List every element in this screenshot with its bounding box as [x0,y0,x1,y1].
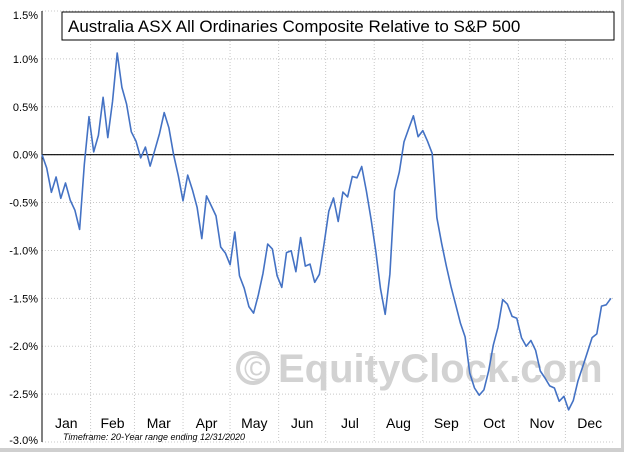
x-tick-label: Feb [100,415,124,431]
chart-title: Australia ASX All Ordinaries Composite R… [68,17,520,36]
watermark-copyright-symbol: © [244,350,269,388]
series-group [41,52,612,411]
x-tick-label: Jun [291,415,314,431]
y-tick-label: -2.5% [9,389,38,401]
x-tick-label: Sep [434,415,459,431]
x-tick-label: Nov [529,415,554,431]
watermark: © EquityClock.com [236,347,603,391]
y-tick-label: 0.0% [13,150,38,162]
y-tick-label: -2.0% [9,341,38,353]
y-tick-label: -0.5% [9,198,38,210]
chart-axes [41,11,614,442]
timeframe-note: Timeframe: 20-Year range ending 12/31/20… [63,432,245,442]
y-tick-labels: 1.5% 1.0% 0.5% 0.0% -0.5% -1.0% -1.5% -2.0% -2.5… [9,10,38,447]
x-tick-label: Dec [577,415,602,431]
y-tick-label: 0.5% [13,102,38,114]
y-tick-label: -3.0% [9,435,38,447]
y-tick-label: -1.0% [9,245,38,257]
x-tick-label: Jan [55,415,78,431]
x-tick-label: Mar [147,415,171,431]
y-tick-label: 1.5% [13,10,38,22]
x-tick-label: Aug [386,415,411,431]
y-tick-label: -1.5% [9,293,38,305]
watermark-text: EquityClock.com [278,347,603,391]
series-line [41,52,612,411]
title-box-border [61,11,615,41]
x-tick-label: Oct [483,415,505,431]
x-tick-labels: Jan Feb Mar Apr May Jun Jul Aug Sep Oct Nov Dec [55,415,602,431]
x-tick-label: Apr [196,415,218,431]
x-tick-label: May [241,415,267,431]
x-tick-label: Jul [341,415,359,431]
watermark-copyright-icon [236,351,270,385]
title-box: Australia ASX All Ordinaries Composite R… [61,11,615,41]
y-tick-label: 1.0% [13,54,38,66]
